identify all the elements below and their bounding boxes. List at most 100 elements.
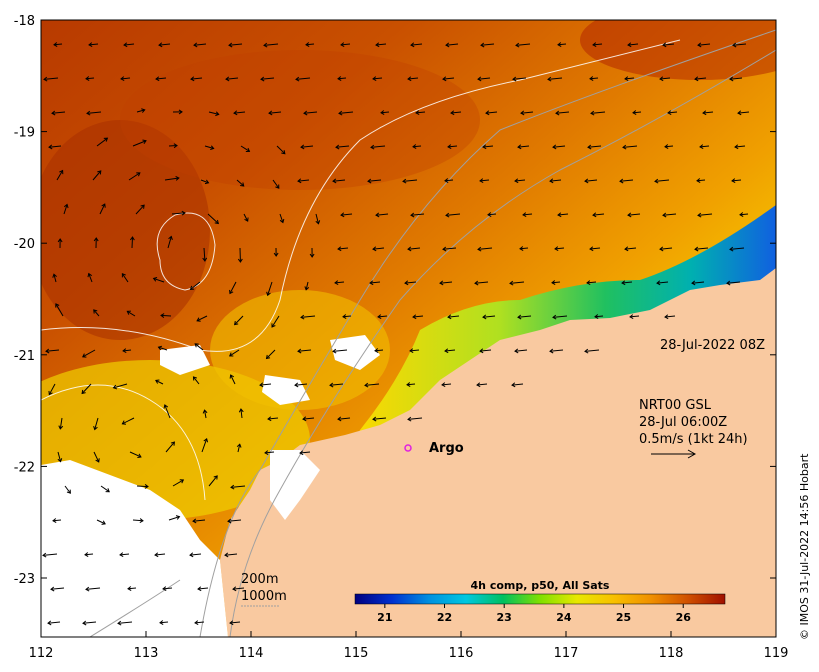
current-arrow-head — [415, 110, 420, 116]
current-arrow-head — [50, 586, 55, 592]
current-arrow-head — [213, 475, 218, 480]
current-arrow — [264, 451, 275, 454]
current-arrow — [702, 111, 714, 114]
current-arrow — [407, 417, 423, 420]
current-arrow-head — [480, 42, 485, 48]
current-arrow — [99, 203, 106, 215]
current-arrow-head — [374, 348, 379, 353]
current-arrow-head — [42, 552, 47, 558]
current-arrow — [267, 417, 279, 420]
current-arrow — [731, 179, 742, 182]
current-arrow — [299, 451, 311, 454]
current-arrow — [203, 247, 206, 262]
current-arrow-head — [300, 314, 305, 320]
current-arrow — [407, 247, 421, 250]
current-arrow-head — [66, 489, 71, 494]
depth-1000m-label: 1000m — [241, 589, 287, 604]
current-arrow-head — [554, 246, 559, 252]
current-arrow — [167, 236, 172, 249]
current-arrow-head — [190, 76, 195, 82]
current-arrow — [86, 111, 102, 114]
current-arrow — [266, 349, 276, 359]
current-arrow — [132, 140, 147, 147]
current-arrow — [549, 349, 564, 352]
current-arrow-head — [447, 144, 452, 150]
current-arrow-head — [380, 110, 385, 115]
current-arrow — [85, 77, 95, 80]
current-arrow — [131, 236, 134, 249]
current-arrow-head — [487, 212, 492, 217]
current-arrow — [739, 213, 749, 216]
current-arrow — [230, 374, 236, 385]
current-arrow-head — [155, 379, 160, 384]
current-arrow — [734, 145, 746, 148]
current-arrow-head — [189, 285, 195, 290]
current-arrow-head — [163, 404, 169, 409]
current-arrow — [372, 417, 387, 420]
current-arrow — [445, 213, 461, 216]
current-arrow-head — [594, 314, 599, 319]
current-arrow-head — [729, 246, 734, 252]
current-arrow-head — [335, 144, 340, 150]
current-arrow-head — [589, 246, 594, 252]
current-arrow — [410, 43, 423, 46]
current-arrow-head — [47, 620, 52, 626]
current-arrow-head — [244, 217, 249, 222]
current-arrow — [592, 43, 603, 46]
y-tick-label: -19 — [14, 126, 35, 141]
current-arrow-head — [152, 277, 158, 282]
current-arrow — [514, 179, 526, 182]
current-arrow-head — [59, 169, 64, 175]
current-arrow-head — [627, 42, 632, 48]
current-arrow — [92, 170, 102, 181]
current-arrow — [200, 179, 209, 184]
current-arrow-head — [315, 220, 321, 225]
current-arrow-head — [51, 110, 56, 116]
current-arrow — [447, 315, 460, 318]
current-arrow — [162, 587, 173, 590]
current-arrow — [377, 315, 388, 318]
current-arrow-head — [229, 374, 235, 379]
current-arrow — [305, 43, 315, 46]
current-arrow-head — [158, 42, 163, 48]
current-arrow-head — [237, 258, 243, 263]
current-arrow — [272, 179, 280, 189]
current-arrow-head — [215, 111, 220, 117]
current-arrow-head — [734, 144, 739, 150]
current-arrow-head — [477, 76, 482, 82]
current-arrow-head — [332, 348, 337, 354]
current-arrow-head — [409, 348, 414, 354]
current-arrow-head — [228, 42, 233, 48]
current-arrow-head — [136, 172, 141, 177]
current-arrow-head — [238, 408, 244, 413]
current-arrow — [295, 77, 311, 80]
current-arrow-head — [192, 376, 198, 381]
current-arrow — [694, 77, 707, 80]
current-arrow — [194, 621, 205, 624]
current-arrow-head — [592, 42, 597, 48]
current-arrow-head — [590, 110, 595, 116]
colorbar — [354, 593, 726, 605]
current-arrow-head — [512, 76, 517, 82]
current-arrow-head — [739, 212, 744, 217]
current-arrow-head — [332, 178, 337, 184]
current-arrow — [441, 383, 452, 386]
current-source-label: NRT00 GSL — [639, 398, 712, 413]
current-arrow-head — [662, 212, 667, 218]
current-arrow — [662, 213, 677, 216]
current-arrow — [117, 621, 133, 624]
current-arrow — [589, 77, 599, 80]
current-arrow-head — [304, 286, 310, 291]
current-arrow — [302, 417, 315, 420]
current-arrow — [315, 213, 319, 224]
current-arrow — [159, 621, 169, 624]
current-arrow-head — [93, 309, 98, 314]
argo-float-marker[interactable] — [404, 444, 412, 452]
current-arrow-head — [621, 280, 626, 286]
current-arrow — [402, 179, 418, 182]
y-tick-label: -22 — [14, 460, 35, 475]
current-arrow — [482, 145, 494, 148]
current-arrow — [85, 587, 101, 590]
current-arrow — [512, 77, 527, 80]
current-arrow-head — [228, 352, 234, 357]
